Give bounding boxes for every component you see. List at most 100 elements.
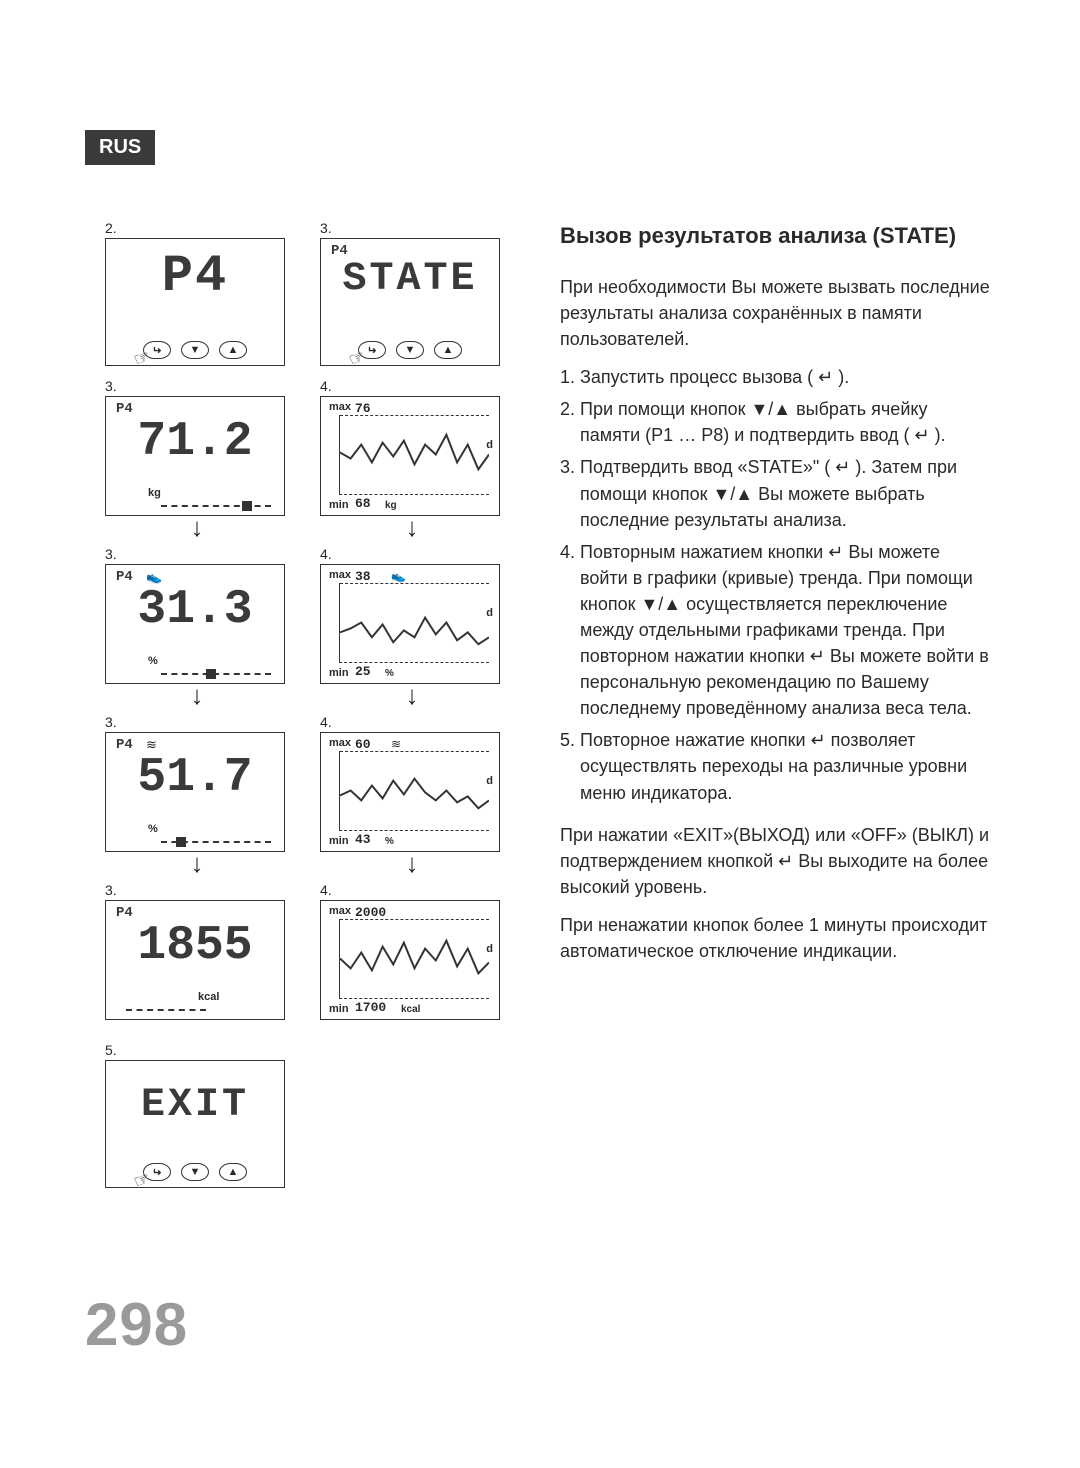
step-2: 2. При помощи кнопок ▼/▲ выбрать ячейку … bbox=[560, 396, 990, 448]
step-num: 3. bbox=[105, 882, 290, 898]
unit-pct: % bbox=[148, 823, 158, 835]
water-icon: ≋ bbox=[391, 737, 401, 751]
outro-1: При нажатии «EXIT»(ВЫХОД) или «OFF» (ВЫК… bbox=[560, 822, 990, 900]
range-bar bbox=[161, 505, 271, 507]
min-label: min bbox=[329, 499, 349, 511]
trend-line bbox=[340, 751, 489, 830]
graph-panel-weight: max 76 min 68 kg d bbox=[320, 396, 500, 516]
graph-panel-water: max 60 ≋ min 43 % d bbox=[320, 732, 500, 852]
max-label: max bbox=[329, 737, 351, 749]
fat-icon: 👟 bbox=[391, 569, 406, 583]
lcd-panel-water: P4 ≋ 51.7 % bbox=[105, 732, 285, 852]
diagram-column: 2. P4 ↵ ▼ ▲ ☞ 3. P4 STATE ↵ ▼ ▲ bbox=[105, 220, 505, 1188]
up-button[interactable]: ▲ bbox=[434, 341, 462, 359]
arrow-down-icon: ↓ bbox=[187, 688, 207, 702]
step-num: 4. bbox=[320, 378, 505, 394]
range-bar bbox=[126, 1009, 206, 1011]
water-icon: ≋ bbox=[146, 737, 157, 753]
max-value: 2000 bbox=[355, 905, 386, 920]
graph-panel-fat: max 38 👟 min 25 % d bbox=[320, 564, 500, 684]
step-num: 4. bbox=[320, 714, 505, 730]
down-button[interactable]: ▼ bbox=[181, 341, 209, 359]
graph-axes bbox=[339, 583, 489, 663]
graph-panel-energy: max 2000 min 1700 kcal d bbox=[320, 900, 500, 1020]
lcd-p4-small: P4 bbox=[116, 569, 133, 585]
step-4: 4. Повторным нажатием кнопки ↵ Вы можете… bbox=[560, 539, 990, 722]
lcd-panel-exit: EXIT ↵ ▼ ▲ ☞ bbox=[105, 1060, 285, 1188]
max-label: max bbox=[329, 905, 351, 917]
graph-axes bbox=[339, 415, 489, 495]
lcd-text-exit: EXIT bbox=[106, 1061, 284, 1128]
cell-state: 3. P4 STATE ↵ ▼ ▲ ☞ bbox=[320, 220, 505, 366]
max-label: max bbox=[329, 569, 351, 581]
min-label: min bbox=[329, 667, 349, 679]
lcd-p4-small: P4 bbox=[331, 243, 348, 259]
section-heading: Вызов результатов анализа (STATE) bbox=[560, 220, 990, 252]
min-value: 1700 bbox=[355, 1000, 386, 1015]
step-num: 3. bbox=[105, 378, 290, 394]
fat-icon: 👟 bbox=[146, 569, 162, 585]
cell-energy-value: 3. P4 1855 kcal bbox=[105, 882, 290, 1020]
cell-weight-graph: 4. max 76 min 68 kg d ↓ bbox=[320, 378, 505, 534]
lcd-panel-fat: P4 👟 31.3 % bbox=[105, 564, 285, 684]
step-1: 1. Запустить процесс вызова ( ↵ ). bbox=[560, 364, 990, 390]
step-num: 3. bbox=[105, 546, 290, 562]
lcd-p4-small: P4 bbox=[116, 401, 133, 417]
graph-unit: % bbox=[385, 668, 394, 679]
page-number: 298 bbox=[85, 1290, 188, 1359]
cell-water-graph: 4. max 60 ≋ min 43 % d ↓ bbox=[320, 714, 505, 870]
min-value: 43 bbox=[355, 832, 371, 847]
graph-unit: kg bbox=[385, 500, 397, 511]
range-marker bbox=[206, 669, 216, 679]
arrow-down-icon: ↓ bbox=[187, 856, 207, 870]
lcd-panel-energy: P4 1855 kcal bbox=[105, 900, 285, 1020]
lcd-text-p4: P4 bbox=[106, 239, 284, 306]
step-num: 3. bbox=[320, 220, 505, 236]
up-button[interactable]: ▲ bbox=[219, 341, 247, 359]
trend-line bbox=[340, 919, 489, 998]
outro-2: При ненажатии кнопок более 1 минуты прои… bbox=[560, 912, 990, 964]
lang-badge: RUS bbox=[85, 130, 155, 165]
up-button[interactable]: ▲ bbox=[219, 1163, 247, 1181]
lcd-panel-weight: P4 71.2 kg bbox=[105, 396, 285, 516]
step-num: 4. bbox=[320, 546, 505, 562]
arrow-down-icon: ↓ bbox=[402, 688, 422, 702]
intro-text: При необходимости Вы можете вызвать посл… bbox=[560, 274, 990, 352]
step-num: 5. bbox=[105, 1042, 290, 1058]
cell-water-value: 3. P4 ≋ 51.7 % ↓ bbox=[105, 714, 290, 870]
min-value: 68 bbox=[355, 496, 371, 511]
range-marker bbox=[176, 837, 186, 847]
min-label: min bbox=[329, 835, 349, 847]
unit-pct: % bbox=[148, 655, 158, 667]
step-num: 2. bbox=[105, 220, 290, 236]
cell-p4: 2. P4 ↵ ▼ ▲ ☞ bbox=[105, 220, 290, 366]
lcd-p4-small: P4 bbox=[116, 905, 133, 921]
max-value: 76 bbox=[355, 401, 371, 416]
down-button[interactable]: ▼ bbox=[396, 341, 424, 359]
step-3: 3. Подтвердить ввод «STATE»" ( ↵ ). Зате… bbox=[560, 454, 990, 532]
cell-exit: 5. EXIT ↵ ▼ ▲ ☞ bbox=[105, 1042, 290, 1188]
max-value: 60 bbox=[355, 737, 371, 752]
range-bar bbox=[161, 673, 271, 675]
cell-fat-graph: 4. max 38 👟 min 25 % d ↓ bbox=[320, 546, 505, 702]
lcd-panel-state: P4 STATE ↵ ▼ ▲ ☞ bbox=[320, 238, 500, 366]
down-button[interactable]: ▼ bbox=[181, 1163, 209, 1181]
cell-energy-graph: 4. max 2000 min 1700 kcal d bbox=[320, 882, 505, 1020]
graph-axes bbox=[339, 919, 489, 999]
max-label: max bbox=[329, 401, 351, 413]
step-num: 3. bbox=[105, 714, 290, 730]
cell-weight-value: 3. P4 71.2 kg ↓ bbox=[105, 378, 290, 534]
max-value: 38 bbox=[355, 569, 371, 584]
graph-unit: % bbox=[385, 836, 394, 847]
cell-fat-value: 3. P4 👟 31.3 % ↓ bbox=[105, 546, 290, 702]
step-5: 5. Повторное нажатие кнопки ↵ позволяет … bbox=[560, 727, 990, 805]
trend-line bbox=[340, 583, 489, 662]
lcd-p4-small: P4 bbox=[116, 737, 133, 753]
lcd-panel-p4: P4 ↵ ▼ ▲ ☞ bbox=[105, 238, 285, 366]
arrow-down-icon: ↓ bbox=[187, 520, 207, 534]
graph-axes bbox=[339, 751, 489, 831]
range-marker bbox=[242, 501, 252, 511]
unit-kcal: kcal bbox=[198, 991, 219, 1003]
arrow-down-icon: ↓ bbox=[402, 856, 422, 870]
min-label: min bbox=[329, 1003, 349, 1015]
